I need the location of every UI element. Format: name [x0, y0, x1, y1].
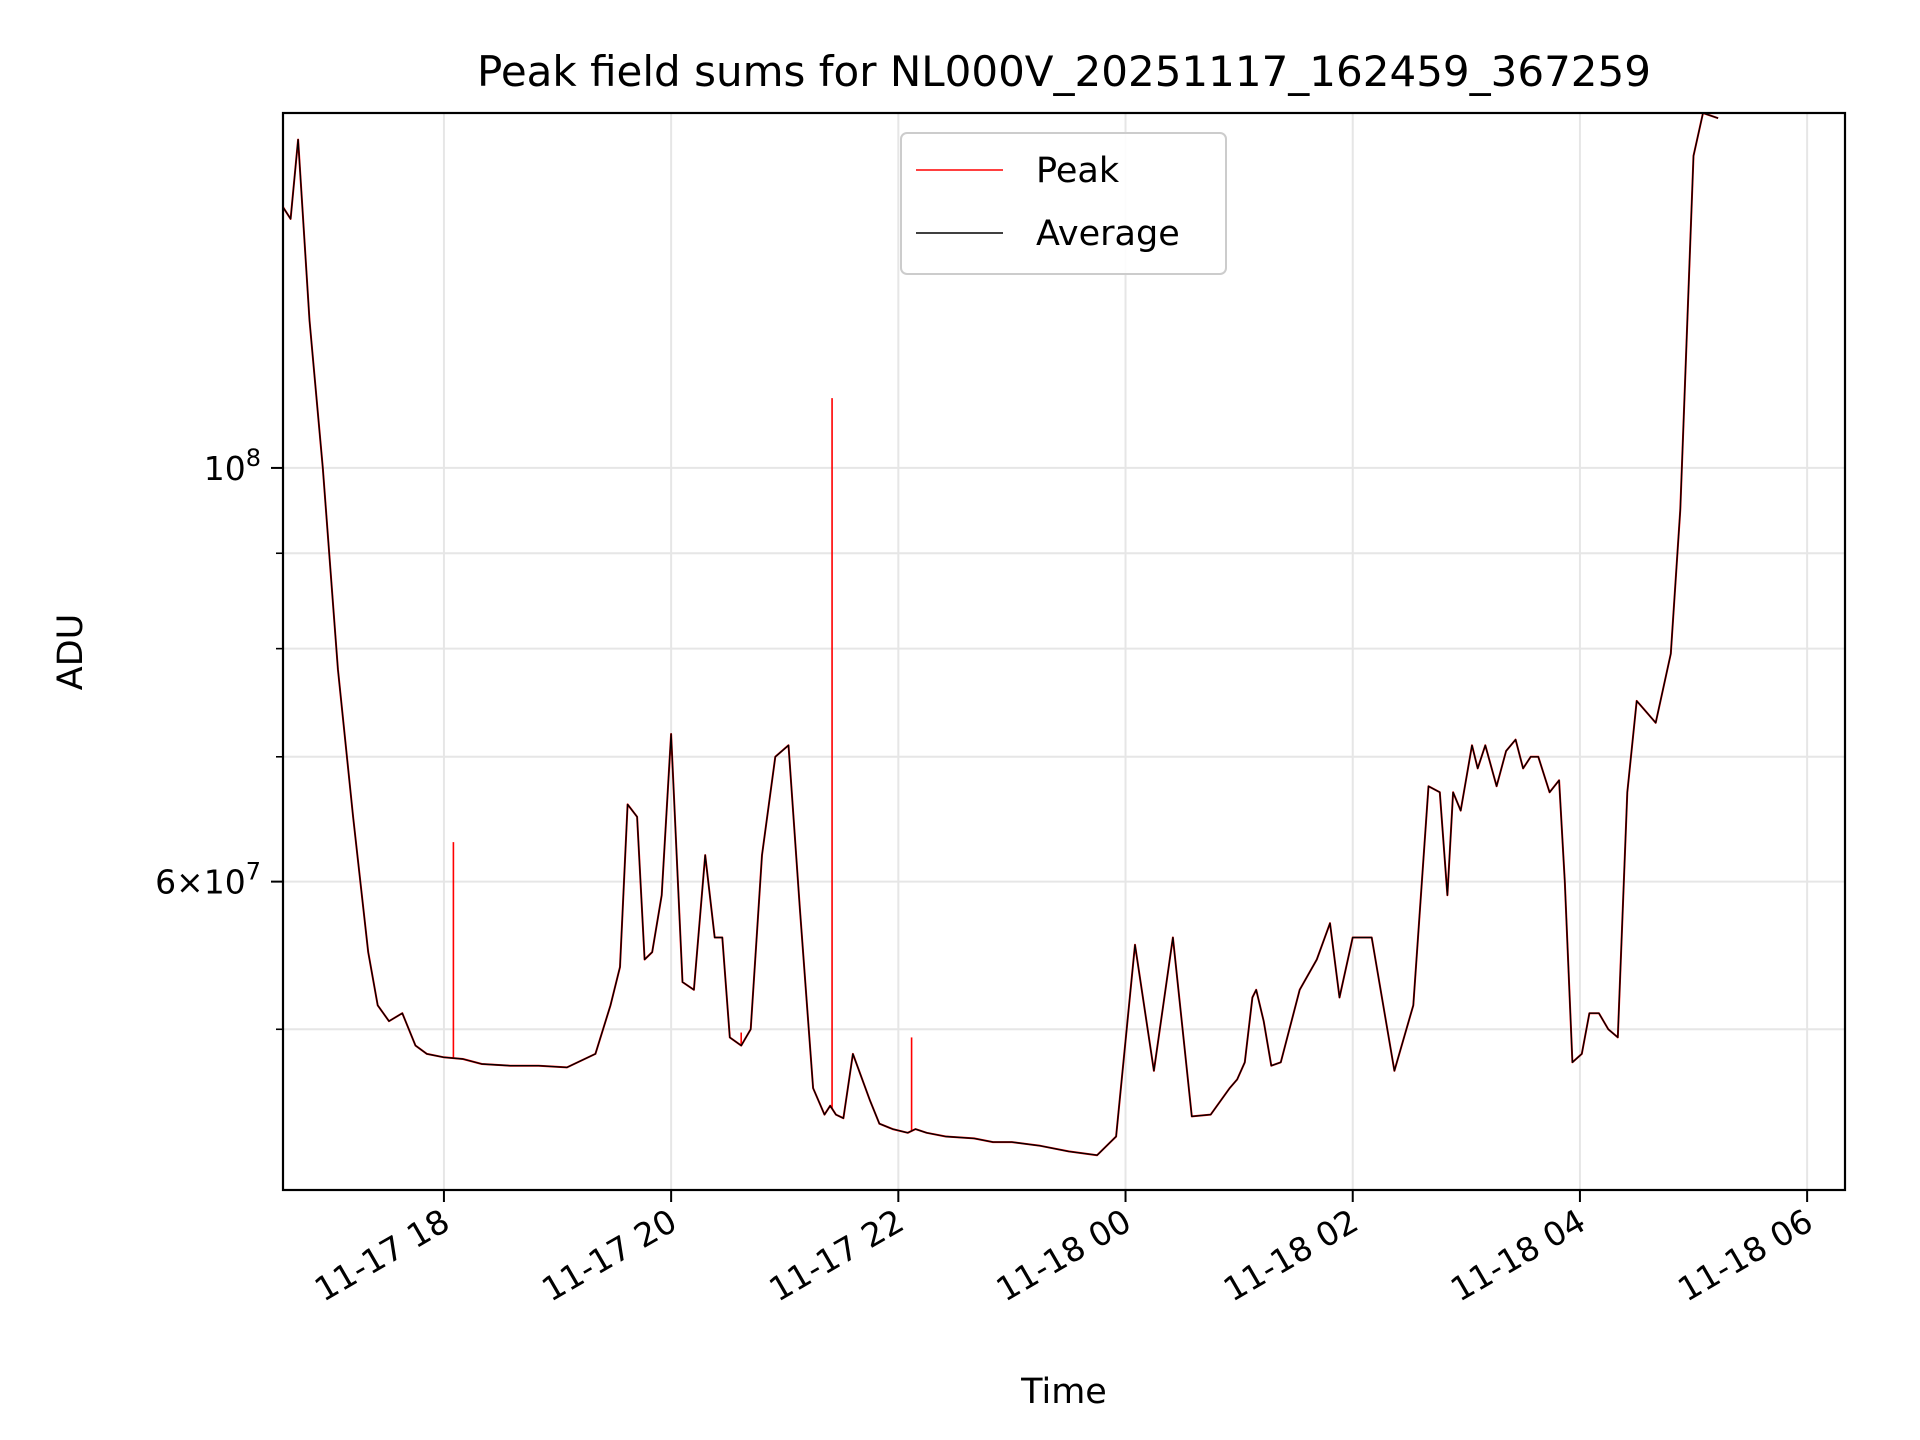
grid-lines	[283, 113, 1845, 1190]
legend-box	[900, 132, 1227, 275]
data-series	[282, 112, 1719, 1157]
chart-title: Peak field sums for NL000V_20251117_1624…	[477, 47, 1651, 96]
y-tick-base: 10	[204, 449, 246, 488]
legend-label-peak: Peak	[1036, 151, 1120, 191]
y-tick-label: 108	[204, 444, 261, 488]
y-tick-exponent: 7	[246, 858, 261, 886]
series-line-average	[282, 112, 1719, 1156]
legend-label-average: Average	[1036, 214, 1180, 254]
y-axis-label: ADU	[51, 614, 91, 691]
y-tick-mantissa: 6×	[155, 863, 204, 902]
x-axis-label: Time	[1020, 1372, 1107, 1412]
y-tick-base: 10	[204, 863, 246, 902]
plot-frame	[281, 111, 1847, 1192]
y-tick-exponent: 8	[246, 444, 261, 472]
y-tick-label: 6×107	[155, 858, 261, 902]
legend: Peak Average	[900, 132, 1227, 275]
